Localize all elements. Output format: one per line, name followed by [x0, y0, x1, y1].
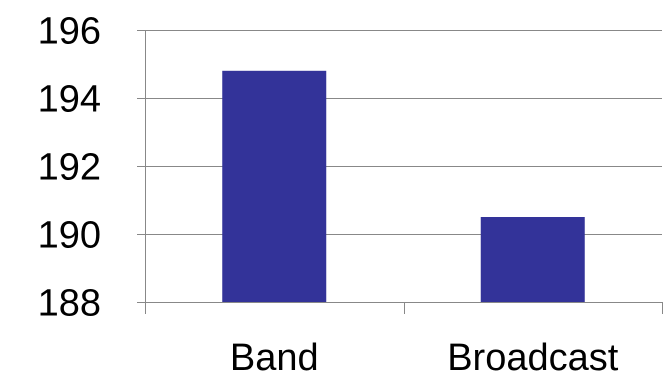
labels: 188 190 192 194 196 Band Broadcast — [38, 11, 619, 378]
y-tick-label: 192 — [38, 147, 101, 189]
y-tick-label: 190 — [38, 215, 101, 257]
bars — [222, 70, 585, 302]
y-tick-label: 196 — [38, 11, 101, 53]
y-tick-label: 188 — [38, 283, 101, 325]
axes — [137, 30, 663, 314]
x-category-label: Broadcast — [447, 337, 619, 378]
bar-broadcast — [480, 217, 585, 302]
y-tick-label: 194 — [38, 79, 101, 121]
bar-band — [222, 70, 327, 302]
x-category-label: Band — [230, 337, 319, 378]
